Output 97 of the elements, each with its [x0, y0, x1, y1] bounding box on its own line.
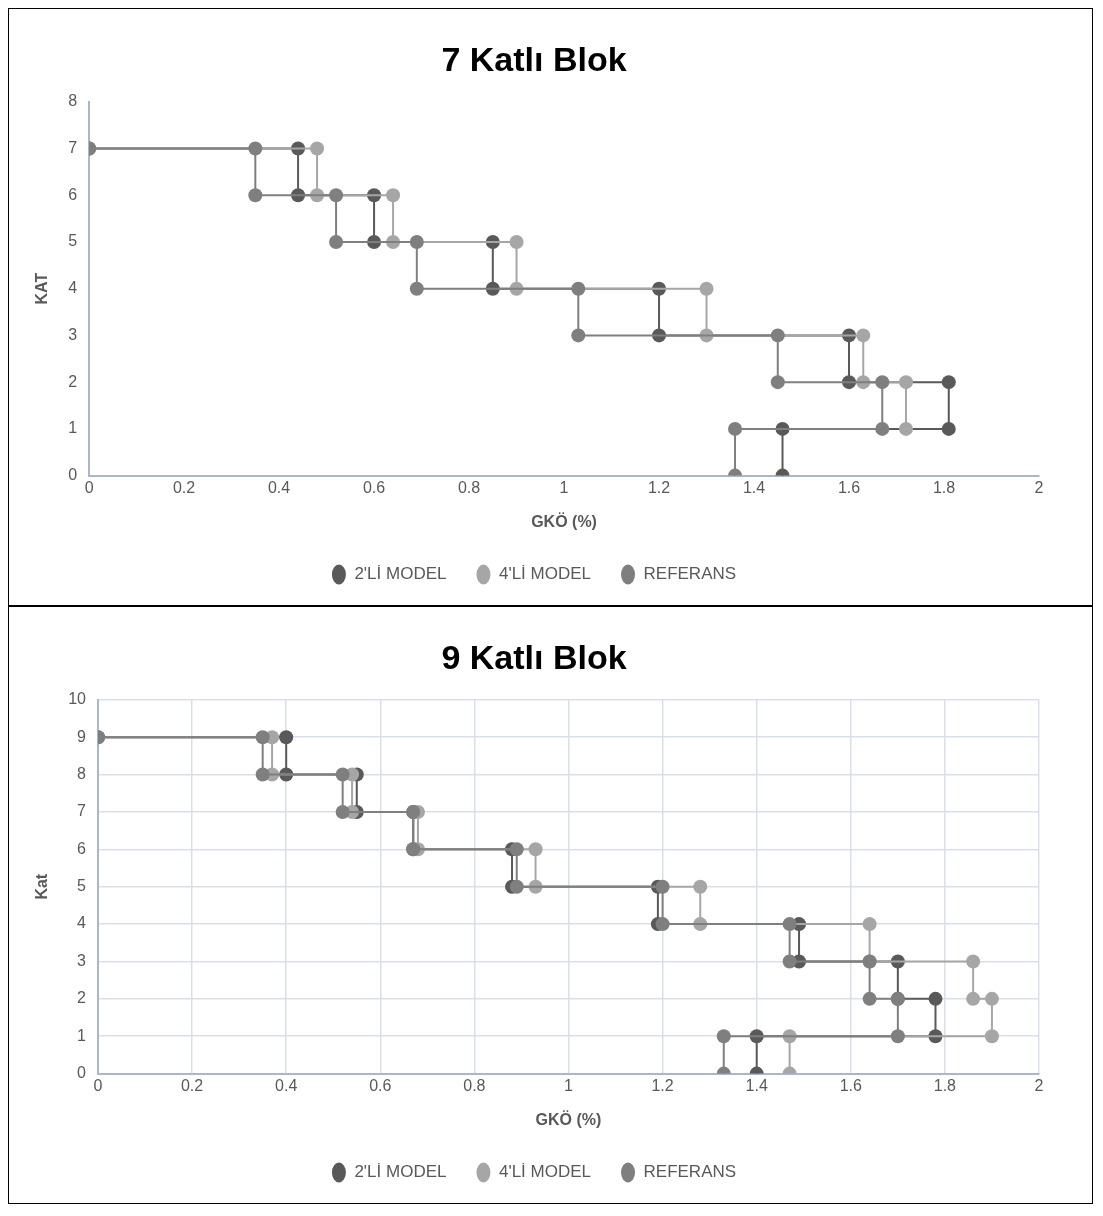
legend-label: 4'Lİ MODEL: [498, 1162, 592, 1182]
y-axis-title: KAT: [33, 272, 51, 305]
y-tick-label: 9: [77, 727, 87, 745]
point: [856, 328, 871, 343]
x-tick-label: 0.8: [457, 478, 481, 496]
y-tick-label: 7: [68, 138, 78, 156]
point: [716, 1029, 731, 1044]
point: [248, 141, 263, 156]
point: [770, 375, 785, 390]
point: [890, 1029, 905, 1044]
x-tick-label: 1.6: [837, 478, 861, 496]
x-tick-label: 0.6: [362, 478, 386, 496]
point: [728, 421, 743, 436]
y-tick-label: 2: [77, 989, 87, 1007]
point: [655, 879, 670, 894]
x-tick-label: 1.4: [742, 478, 766, 496]
point: [386, 188, 401, 203]
x-tick-label: 0.6: [369, 1076, 392, 1094]
legend-label: REFERANS: [643, 564, 737, 584]
x-tick-label: 2: [1034, 478, 1044, 496]
point: [782, 954, 797, 969]
point: [941, 375, 956, 390]
x-tick-label: 0.8: [463, 1076, 486, 1094]
y-tick-label: 6: [68, 185, 78, 203]
point: [984, 1029, 999, 1044]
y-tick-label: 2: [68, 372, 78, 390]
point: [875, 421, 890, 436]
x-axis-title: GKÖ (%): [531, 511, 597, 530]
point: [409, 281, 424, 296]
x-tick-label: 1.8: [933, 1076, 957, 1094]
point: [571, 281, 586, 296]
point: [899, 375, 914, 390]
chart-title: 7 Katlı Blok: [441, 39, 627, 78]
point: [329, 188, 344, 203]
point: [571, 328, 586, 343]
y-tick-label: 4: [68, 279, 78, 297]
y-tick-label: 8: [68, 92, 78, 110]
y-tick-label: 3: [77, 951, 87, 969]
point: [255, 730, 270, 745]
point: [248, 188, 263, 203]
x-tick-label: 2: [1034, 1076, 1044, 1094]
point: [928, 991, 943, 1006]
y-tick-label: 7: [77, 802, 87, 820]
y-tick-label: 5: [68, 232, 78, 250]
y-tick-label: 3: [68, 325, 78, 343]
x-tick-label: 1.2: [647, 478, 671, 496]
point: [966, 991, 981, 1006]
x-tick-label: 1: [564, 1076, 574, 1094]
point: [255, 767, 270, 782]
y-axis-title: Kat: [33, 873, 51, 900]
legend-label: 4'Lİ MODEL: [498, 564, 592, 584]
point: [862, 991, 877, 1006]
point: [409, 234, 424, 249]
point: [528, 842, 543, 857]
point: [509, 234, 524, 249]
y-tick-label: 0: [77, 1064, 87, 1082]
y-tick-label: 1: [77, 1026, 87, 1044]
point: [329, 234, 344, 249]
x-tick-label: 0: [93, 1076, 103, 1094]
point: [862, 917, 877, 932]
point: [335, 767, 350, 782]
legend-label: 2'Lİ MODEL: [354, 1162, 447, 1182]
legend-label: REFERANS: [643, 1162, 737, 1182]
x-tick-label: 0.4: [267, 478, 291, 496]
y-tick-label: 10: [68, 690, 87, 708]
point: [966, 954, 981, 969]
point: [782, 917, 797, 932]
legend-label: 2'Lİ MODEL: [354, 564, 447, 584]
x-tick-label: 0.4: [275, 1076, 298, 1094]
point: [279, 730, 294, 745]
x-tick-label: 0.2: [180, 1076, 204, 1094]
point: [335, 804, 350, 819]
point: [693, 879, 708, 894]
point: [770, 328, 785, 343]
x-tick-label: 1.6: [839, 1076, 863, 1094]
y-tick-label: 8: [77, 764, 87, 782]
point: [509, 842, 524, 857]
point: [509, 879, 524, 894]
y-tick-label: 4: [77, 914, 87, 932]
x-tick-label: 1: [559, 478, 569, 496]
point: [941, 421, 956, 436]
x-tick-label: 0.2: [172, 478, 196, 496]
point: [875, 375, 890, 390]
x-tick-label: 1.8: [932, 478, 956, 496]
point: [310, 141, 325, 156]
x-tick-label: 1.4: [745, 1076, 768, 1094]
y-tick-label: 0: [68, 466, 78, 484]
y-tick-label: 1: [68, 419, 78, 437]
point: [699, 281, 714, 296]
point: [984, 991, 999, 1006]
point: [899, 421, 914, 436]
point: [655, 917, 670, 932]
chart-title: 9 Katlı Blok: [441, 637, 627, 676]
x-axis-title: GKÖ (%): [535, 1109, 602, 1128]
y-tick-label: 5: [77, 877, 87, 895]
x-tick-label: 1.2: [651, 1076, 674, 1094]
y-tick-label: 6: [77, 839, 87, 857]
